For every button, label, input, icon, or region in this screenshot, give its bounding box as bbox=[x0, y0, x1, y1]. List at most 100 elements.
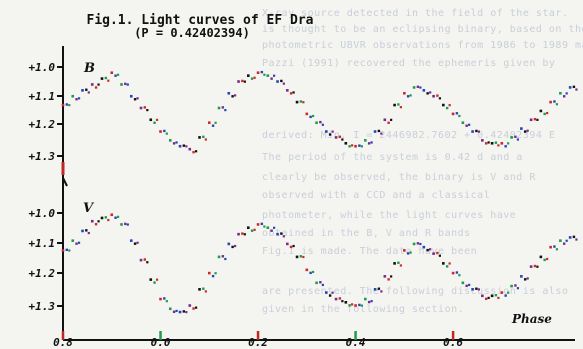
data-point bbox=[559, 239, 562, 242]
data-point bbox=[260, 70, 264, 74]
data-point bbox=[514, 135, 517, 139]
data-point bbox=[471, 288, 474, 291]
data-point bbox=[214, 121, 217, 124]
data-point bbox=[68, 104, 71, 107]
data-point bbox=[553, 245, 556, 248]
data-point bbox=[438, 254, 441, 257]
data-point bbox=[529, 118, 533, 122]
data-point bbox=[370, 300, 373, 303]
data-point bbox=[204, 290, 207, 293]
data-point bbox=[263, 73, 266, 76]
data-point bbox=[397, 261, 400, 264]
data-point bbox=[568, 86, 572, 89]
data-point bbox=[231, 245, 234, 249]
data-point bbox=[104, 76, 108, 80]
data-point bbox=[429, 91, 432, 94]
data-point bbox=[124, 82, 127, 86]
data-point bbox=[192, 150, 195, 154]
data-point bbox=[168, 139, 172, 142]
data-point bbox=[270, 229, 273, 232]
data-point bbox=[289, 245, 293, 249]
data-point bbox=[461, 281, 465, 285]
data-point bbox=[520, 127, 523, 130]
data-point bbox=[555, 248, 559, 251]
data-point bbox=[448, 104, 451, 107]
data-point bbox=[458, 274, 461, 277]
data-point bbox=[241, 79, 244, 83]
data-point bbox=[299, 255, 303, 258]
data-point bbox=[185, 311, 188, 314]
data-point bbox=[120, 83, 123, 86]
data-point bbox=[227, 91, 231, 95]
x-tick-label: 0.4 bbox=[346, 336, 366, 349]
data-point bbox=[412, 242, 416, 246]
data-point bbox=[163, 129, 166, 133]
data-point bbox=[185, 145, 188, 148]
y-tick-label: +1.2 bbox=[29, 118, 56, 131]
data-point bbox=[133, 98, 137, 101]
data-point bbox=[494, 141, 498, 144]
data-point bbox=[360, 304, 363, 307]
chart-subtitle: (P = 0.42402394) bbox=[134, 26, 250, 40]
lower-y-tick-group: +1.0 +1.1 +1.2 +1.3 bbox=[29, 207, 63, 313]
data-point bbox=[364, 139, 367, 142]
data-point bbox=[204, 138, 207, 141]
data-point bbox=[233, 94, 237, 97]
x-axis-label: Phase bbox=[511, 312, 552, 326]
background-text-line: obtained in the B, V and R bands bbox=[262, 228, 471, 239]
data-point bbox=[344, 141, 348, 145]
background-text-line: observed with a CCD and a classical bbox=[262, 190, 491, 201]
data-point bbox=[198, 288, 201, 291]
y-tick-label: +1.2 bbox=[29, 267, 56, 280]
data-point bbox=[383, 118, 387, 122]
upper-y-tick-group: +1.0 +1.1 +1.2 +1.3 bbox=[29, 61, 68, 187]
data-point bbox=[321, 283, 324, 287]
data-point bbox=[207, 121, 211, 125]
background-text-line: X-ray source detected in the field of th… bbox=[262, 8, 569, 19]
data-point bbox=[562, 242, 566, 245]
data-point bbox=[328, 133, 332, 136]
data-point bbox=[471, 130, 474, 133]
data-point bbox=[286, 242, 289, 246]
data-point bbox=[315, 121, 318, 125]
data-point bbox=[516, 287, 520, 290]
data-point bbox=[68, 249, 71, 252]
data-point bbox=[419, 86, 422, 89]
data-point bbox=[139, 106, 143, 110]
data-point bbox=[182, 310, 186, 313]
data-point bbox=[243, 80, 246, 83]
x-tick-label: 0.8 bbox=[53, 336, 73, 349]
background-text-line: is thought to be an eclipsing binary, ba… bbox=[262, 24, 583, 35]
data-point bbox=[77, 97, 81, 100]
data-point bbox=[536, 118, 539, 121]
data-point bbox=[543, 112, 546, 116]
data-point bbox=[266, 74, 270, 77]
data-point bbox=[341, 138, 344, 141]
data-point bbox=[426, 248, 429, 252]
data-point bbox=[325, 291, 328, 294]
data-point bbox=[97, 220, 100, 223]
data-point bbox=[100, 216, 104, 220]
data-point bbox=[256, 223, 260, 226]
data-point bbox=[146, 109, 149, 112]
background-text-line: given in the following section. bbox=[262, 304, 465, 315]
data-point bbox=[163, 297, 166, 300]
background-text-line: The period of the system is 0.42 d and a bbox=[262, 152, 523, 163]
data-point bbox=[451, 112, 455, 116]
data-point bbox=[139, 258, 143, 262]
data-point bbox=[302, 255, 305, 259]
data-point bbox=[445, 106, 449, 110]
chart-title: Fig.1. Light curves of EF Dra bbox=[87, 13, 314, 28]
data-point bbox=[211, 274, 215, 278]
background-text-line: are presented. The following discussion … bbox=[262, 286, 569, 297]
data-point bbox=[90, 219, 94, 223]
data-point bbox=[526, 129, 529, 132]
data-point bbox=[510, 136, 513, 139]
data-point bbox=[559, 91, 562, 95]
data-point bbox=[406, 252, 410, 255]
data-point bbox=[65, 103, 68, 106]
x-tick-label: 0.2 bbox=[248, 336, 268, 349]
data-point bbox=[553, 100, 556, 103]
data-point bbox=[292, 244, 295, 248]
data-point bbox=[295, 255, 299, 259]
